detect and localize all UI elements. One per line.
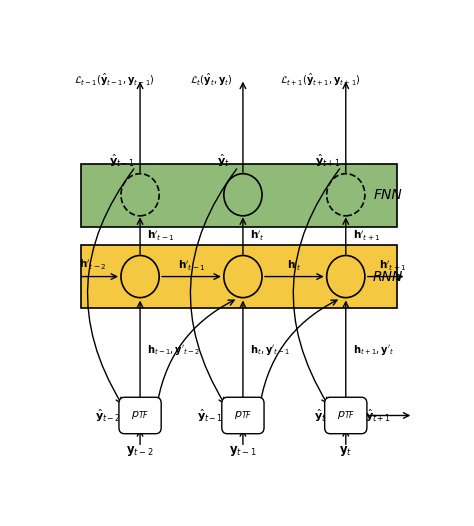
Text: $\hat{\mathbf{y}}_{t-1}$: $\hat{\mathbf{y}}_{t-1}$ [109, 153, 135, 169]
FancyBboxPatch shape [82, 164, 397, 227]
Circle shape [327, 256, 365, 298]
FancyBboxPatch shape [325, 397, 367, 434]
Text: $\mathbf{h}_{t+1},\mathbf{y}'_{t}$: $\mathbf{h}_{t+1},\mathbf{y}'_{t}$ [353, 343, 394, 358]
Text: $\mathbf{y}_{t-1}$: $\mathbf{y}_{t-1}$ [229, 444, 257, 458]
FancyBboxPatch shape [82, 245, 397, 308]
Text: $p_{TF}$: $p_{TF}$ [337, 409, 355, 421]
Text: $\mathbf{y}_{t}$: $\mathbf{y}_{t}$ [339, 444, 352, 458]
Text: $\mathbf{h}'_{t}$: $\mathbf{h}'_{t}$ [287, 258, 302, 272]
Text: $\mathbf{y}_{t-2}$: $\mathbf{y}_{t-2}$ [126, 444, 154, 458]
FancyBboxPatch shape [119, 397, 161, 434]
Text: $\mathbf{h}'_{t+1}$: $\mathbf{h}'_{t+1}$ [353, 229, 381, 243]
Text: $\mathbf{h}'_{t-2}$: $\mathbf{h}'_{t-2}$ [80, 258, 107, 272]
Circle shape [121, 256, 159, 298]
Text: RNN: RNN [373, 269, 403, 284]
Circle shape [224, 256, 262, 298]
Text: $\hat{\mathbf{y}}_{t-2}$: $\hat{\mathbf{y}}_{t-2}$ [95, 407, 121, 423]
Text: $\hat{\mathbf{y}}_{t+1}$: $\hat{\mathbf{y}}_{t+1}$ [315, 153, 341, 169]
Text: $p_{TF}$: $p_{TF}$ [234, 409, 252, 421]
Text: $\mathbf{h}_{t-1},\mathbf{y}'_{t-2}$: $\mathbf{h}_{t-1},\mathbf{y}'_{t-2}$ [147, 343, 201, 358]
Text: $\mathbf{h}'_{t+1}$: $\mathbf{h}'_{t+1}$ [379, 258, 406, 272]
Text: $p_{TF}$: $p_{TF}$ [131, 409, 149, 421]
Text: $\hat{\mathbf{y}}_{t}$: $\hat{\mathbf{y}}_{t}$ [314, 407, 327, 423]
Text: $\mathbf{h}'_{t}$: $\mathbf{h}'_{t}$ [250, 229, 265, 243]
Text: FNN: FNN [374, 188, 403, 202]
Text: $\mathcal{L}_{t}(\hat{\mathbf{y}}_{t},\mathbf{y}_{t})$: $\mathcal{L}_{t}(\hat{\mathbf{y}}_{t},\m… [190, 72, 232, 88]
Text: $\hat{\mathbf{y}}_{t+1}$: $\hat{\mathbf{y}}_{t+1}$ [365, 407, 391, 423]
Text: $\hat{\mathbf{y}}_{t}$: $\hat{\mathbf{y}}_{t}$ [217, 153, 230, 169]
Text: $\mathcal{L}_{t-1}(\hat{\mathbf{y}}_{t-1},\mathbf{y}_{t-1})$: $\mathcal{L}_{t-1}(\hat{\mathbf{y}}_{t-1… [74, 72, 155, 88]
Text: $\mathbf{h}'_{t-1}$: $\mathbf{h}'_{t-1}$ [147, 229, 175, 243]
Circle shape [121, 174, 159, 216]
Text: $\mathbf{h}'_{t-1}$: $\mathbf{h}'_{t-1}$ [178, 258, 205, 272]
Text: $\mathbf{h}_{t},\mathbf{y}'_{t-1}$: $\mathbf{h}_{t},\mathbf{y}'_{t-1}$ [250, 343, 291, 358]
Text: $\mathcal{L}_{t+1}(\hat{\mathbf{y}}_{t+1},\mathbf{y}_{t+1})$: $\mathcal{L}_{t+1}(\hat{\mathbf{y}}_{t+1… [280, 72, 360, 88]
Circle shape [327, 174, 365, 216]
Text: $\hat{\mathbf{y}}_{t-1}$: $\hat{\mathbf{y}}_{t-1}$ [198, 407, 224, 423]
Circle shape [224, 174, 262, 216]
FancyBboxPatch shape [222, 397, 264, 434]
